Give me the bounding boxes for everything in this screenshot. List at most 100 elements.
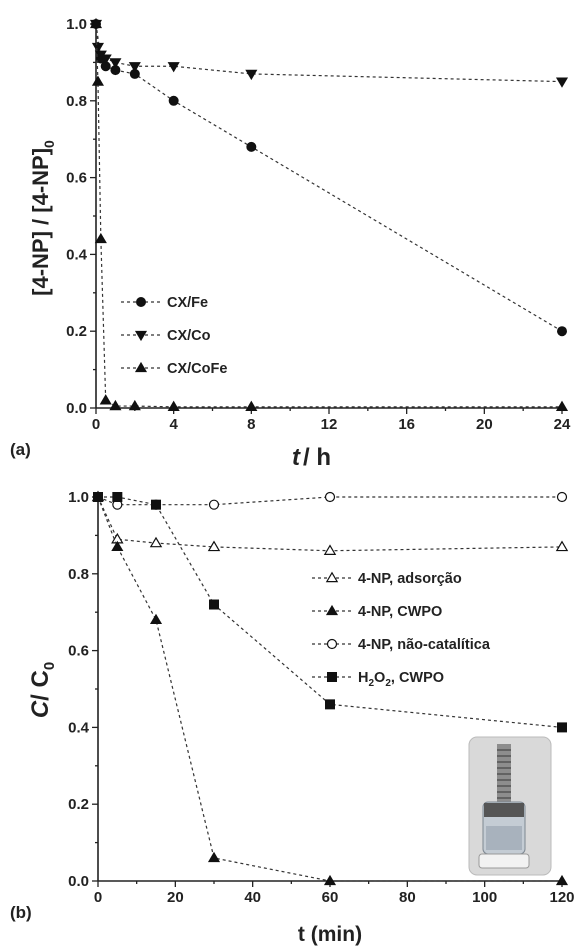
y-tick-label: 0.2 bbox=[66, 323, 87, 340]
legend-label: 4-NP, adsorção bbox=[358, 571, 462, 587]
legend-entry: 4-NP, CWPO bbox=[312, 604, 442, 620]
legend-marker bbox=[327, 672, 337, 682]
x-tick-label: 4 bbox=[169, 416, 178, 433]
data-point bbox=[99, 54, 112, 65]
panel-a-xlabel: t / h bbox=[292, 444, 331, 471]
data-point bbox=[555, 77, 569, 88]
svg-text:C/ C0: C/ C0 bbox=[27, 662, 58, 718]
data-point bbox=[245, 69, 258, 81]
panel-a-xlabel-var: t bbox=[292, 444, 301, 471]
panel-a-ylabel: [4-NP] / [4-NP]0 bbox=[28, 140, 57, 296]
data-point bbox=[151, 499, 161, 510]
data-point bbox=[149, 613, 163, 625]
x-tick-label: 24 bbox=[554, 416, 571, 433]
data-point bbox=[91, 42, 104, 54]
legend-entry: 4-NP, adsorção bbox=[312, 571, 462, 587]
data-point bbox=[555, 400, 569, 411]
x-tick-label: 20 bbox=[476, 416, 493, 433]
data-point bbox=[167, 400, 180, 411]
x-tick-label: 0 bbox=[92, 416, 100, 433]
series-line bbox=[95, 23, 563, 83]
y-tick-label: 1.0 bbox=[68, 489, 89, 506]
x-tick-label: 80 bbox=[399, 889, 416, 906]
data-point bbox=[245, 400, 258, 411]
data-point bbox=[557, 326, 567, 337]
panel-a-plot: 0 4 8 12 16 20 24 0.0 0.2 0.4 0.6 0.8 1.0 CX/Fe CX/Co C… bbox=[66, 16, 571, 433]
x-tick-label: 0 bbox=[94, 889, 102, 906]
panel-b-ylabel-sub: 0 bbox=[41, 662, 58, 670]
legend-entry: CX/Fe bbox=[121, 295, 208, 311]
y-tick-label: 0.2 bbox=[68, 796, 89, 813]
data-point bbox=[323, 874, 337, 886]
panel-a-xlabel-unit: / h bbox=[303, 444, 331, 471]
data-point bbox=[209, 599, 219, 610]
data-point bbox=[323, 544, 337, 555]
x-tick-label: 16 bbox=[398, 416, 415, 433]
legend-entry: CX/Co bbox=[121, 328, 211, 344]
series-cx-cofe bbox=[89, 17, 569, 411]
legend-label: 4-NP, CWPO bbox=[358, 604, 442, 620]
x-tick-label: 40 bbox=[244, 889, 261, 906]
panel-a-ylabel-main: [4-NP] / [4-NP] bbox=[28, 148, 53, 296]
data-point bbox=[128, 62, 141, 73]
panel-a-ylabel-sub: 0 bbox=[41, 140, 57, 148]
y-tick-label: 0.0 bbox=[66, 400, 87, 417]
y-tick-label: 0.6 bbox=[66, 170, 87, 187]
x-tick-label: 12 bbox=[321, 416, 338, 433]
series-cx-fe bbox=[91, 19, 567, 337]
y-tick-label: 0.6 bbox=[68, 643, 89, 660]
x-tick-label: 60 bbox=[322, 889, 339, 906]
series-line bbox=[97, 496, 562, 506]
legend-marker bbox=[134, 330, 148, 342]
data-point bbox=[109, 399, 122, 411]
data-point bbox=[112, 492, 123, 502]
legend-entry: H2O2, CWPO bbox=[312, 670, 444, 689]
data-point bbox=[99, 394, 112, 405]
panel-b-plot: 0 20 40 60 80 100 120 0.0 0.2 0.4 0.6 0.8 1.0 4-NP, a… bbox=[68, 489, 574, 906]
data-point bbox=[167, 62, 180, 73]
legend-marker bbox=[134, 361, 148, 373]
panel-b-xlabel: t (min) bbox=[298, 923, 362, 946]
data-point bbox=[324, 491, 336, 503]
legend-label: H2O2, CWPO bbox=[358, 670, 444, 689]
legend-marker bbox=[326, 638, 338, 650]
legend-label: CX/Co bbox=[167, 328, 211, 344]
data-point bbox=[149, 536, 163, 548]
panel-b-label: (b) bbox=[10, 903, 32, 922]
data-point bbox=[207, 851, 221, 863]
legend-entry: 4-NP, não-catalítica bbox=[312, 637, 491, 653]
series-cx-co bbox=[89, 19, 569, 88]
y-tick-label: 0.8 bbox=[66, 93, 87, 110]
y-tick-label: 0.8 bbox=[68, 566, 89, 583]
y-tick-label: 0.0 bbox=[68, 873, 89, 890]
series-4-np-n-o-catal-tica bbox=[92, 491, 568, 510]
x-tick-label: 20 bbox=[167, 889, 184, 906]
data-point bbox=[94, 232, 107, 244]
panel-b-ylabel-mid: / C bbox=[27, 670, 54, 701]
data-point bbox=[555, 874, 569, 886]
data-point bbox=[89, 17, 103, 29]
x-tick-label: 8 bbox=[247, 416, 255, 433]
y-tick-label: 0.4 bbox=[66, 246, 88, 263]
data-point bbox=[128, 399, 141, 411]
reactor-photo-inset bbox=[468, 736, 552, 876]
legend-label: CX/Fe bbox=[167, 295, 208, 311]
data-point bbox=[246, 141, 257, 152]
series-line bbox=[97, 496, 562, 882]
series-line bbox=[95, 23, 562, 408]
data-point bbox=[555, 540, 569, 552]
data-point bbox=[91, 75, 104, 86]
data-point bbox=[557, 722, 567, 733]
series-h2o2-cwpo bbox=[93, 492, 567, 733]
data-point bbox=[208, 499, 220, 510]
x-tick-label: 120 bbox=[549, 889, 574, 906]
panel-b-ylabel-c: C bbox=[27, 700, 54, 718]
legend-label: CX/CoFe bbox=[167, 361, 227, 377]
panel-a-label: (a) bbox=[10, 440, 31, 459]
series-line bbox=[97, 496, 563, 552]
data-point bbox=[93, 492, 103, 502]
y-tick-label: 0.4 bbox=[68, 719, 90, 736]
data-point bbox=[109, 58, 122, 69]
data-point bbox=[556, 491, 568, 503]
